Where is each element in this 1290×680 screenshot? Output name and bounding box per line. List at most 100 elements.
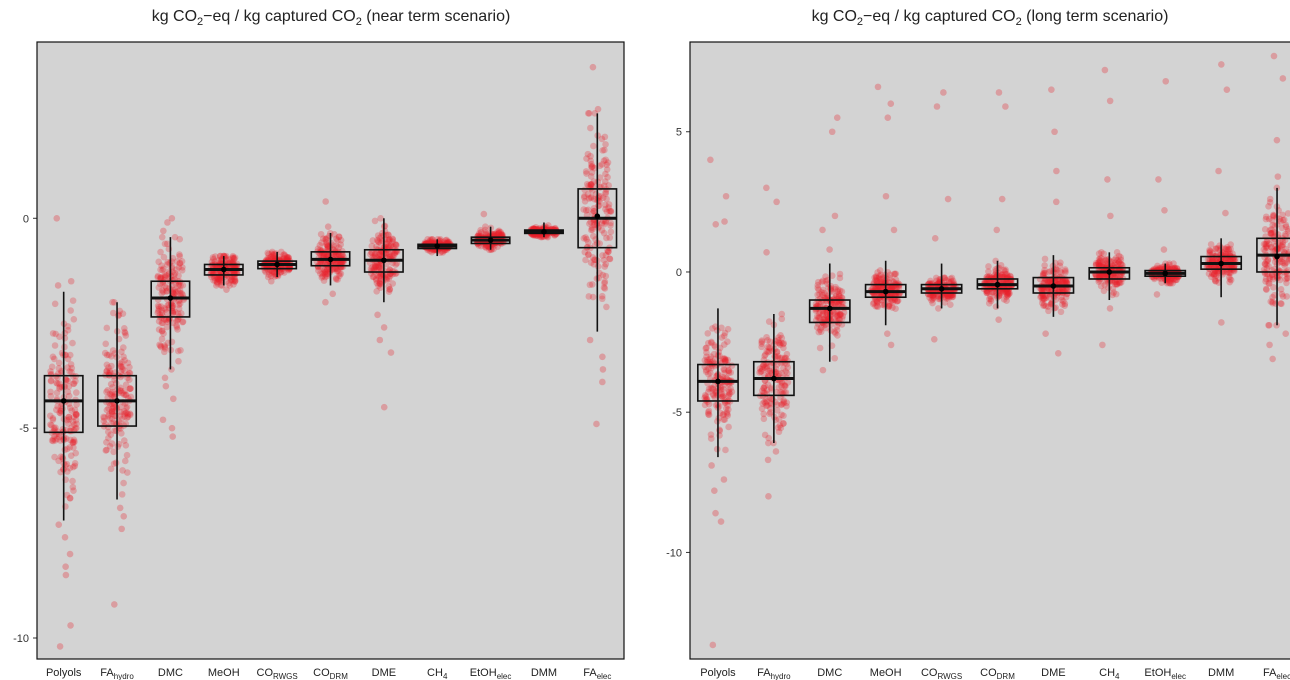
data-point <box>111 401 118 409</box>
data-point <box>872 273 880 280</box>
data-point <box>372 253 380 261</box>
data-point <box>709 358 717 365</box>
data-point <box>1209 256 1216 264</box>
data-point <box>1260 240 1268 248</box>
data-point <box>1096 258 1104 265</box>
data-point <box>1055 277 1063 285</box>
data-point <box>1100 250 1108 258</box>
data-point <box>781 382 788 390</box>
data-point <box>172 288 180 296</box>
data-point <box>581 248 589 256</box>
mean-point <box>114 398 120 404</box>
data-point <box>784 369 791 377</box>
data-point <box>776 355 784 362</box>
data-point <box>941 274 948 282</box>
data-point <box>66 444 74 451</box>
data-point <box>226 282 234 289</box>
data-point <box>1003 297 1010 304</box>
data-point <box>127 393 135 401</box>
mean-point <box>434 243 441 249</box>
data-point <box>1264 256 1272 263</box>
data-point <box>711 343 719 351</box>
data-point <box>874 298 881 305</box>
data-point <box>833 323 841 331</box>
data-point <box>1109 272 1117 279</box>
data-point <box>816 308 824 316</box>
data-point <box>377 251 385 258</box>
data-point <box>66 494 74 502</box>
data-point <box>337 241 344 248</box>
data-point <box>392 249 399 256</box>
x-category-label-main: CO <box>980 667 997 679</box>
data-point <box>371 252 379 259</box>
data-point <box>105 351 113 359</box>
data-point <box>119 363 126 370</box>
data-point <box>438 248 446 255</box>
data-point <box>1117 253 1125 261</box>
title-part: (near term scenario) <box>361 8 511 25</box>
data-point <box>1099 260 1107 268</box>
data-point <box>386 286 393 293</box>
data-point <box>277 268 284 276</box>
data-point <box>322 236 330 243</box>
outlier-point <box>594 105 602 113</box>
data-point <box>1041 269 1049 277</box>
data-point <box>767 338 774 346</box>
data-point <box>1001 288 1009 295</box>
data-point <box>217 282 225 289</box>
data-point <box>1279 241 1287 249</box>
mean-point <box>994 281 1001 288</box>
y-tick-label: -5 <box>19 423 29 435</box>
data-point <box>1112 259 1119 266</box>
data-point <box>332 251 340 259</box>
data-point <box>1045 279 1053 287</box>
data-point <box>1040 301 1048 309</box>
data-point <box>177 310 185 317</box>
data-point <box>606 255 614 263</box>
outlier-point <box>170 395 177 403</box>
outlier-point <box>118 525 125 533</box>
outlier-point <box>1099 341 1106 349</box>
data-point <box>780 412 787 419</box>
data-point <box>105 411 113 418</box>
data-point <box>230 255 238 262</box>
data-point <box>869 284 877 292</box>
data-point <box>119 467 126 474</box>
outlier-point <box>593 420 600 428</box>
data-point <box>766 344 774 352</box>
data-point <box>383 249 390 257</box>
data-point <box>174 326 181 333</box>
data-point <box>765 434 772 442</box>
data-point <box>71 406 79 414</box>
data-point <box>176 251 183 258</box>
data-point <box>262 268 269 276</box>
data-point <box>813 324 821 331</box>
mean-point <box>167 295 174 301</box>
data-point <box>110 309 117 317</box>
data-point <box>211 274 218 282</box>
data-point <box>892 276 900 283</box>
data-point <box>599 271 607 279</box>
outlier-point <box>1106 97 1114 105</box>
outlier-point <box>1282 330 1290 337</box>
data-point <box>1265 215 1273 223</box>
x-category-label: CORWGS <box>921 667 962 680</box>
data-point <box>1062 269 1069 276</box>
data-point <box>1276 215 1283 223</box>
data-point <box>372 275 380 283</box>
data-point <box>583 155 590 162</box>
data-point <box>1271 291 1278 299</box>
outlier-point <box>831 212 839 220</box>
data-point <box>335 233 343 241</box>
data-point <box>104 387 111 394</box>
data-point <box>589 254 597 261</box>
data-point <box>333 265 340 272</box>
data-point <box>229 252 237 260</box>
x-category-label-sub: RWGS <box>937 672 962 680</box>
data-point <box>445 238 453 246</box>
data-point <box>108 415 116 423</box>
data-point <box>836 310 844 318</box>
data-point <box>823 316 830 323</box>
data-point <box>122 442 130 449</box>
data-point <box>1061 266 1069 273</box>
